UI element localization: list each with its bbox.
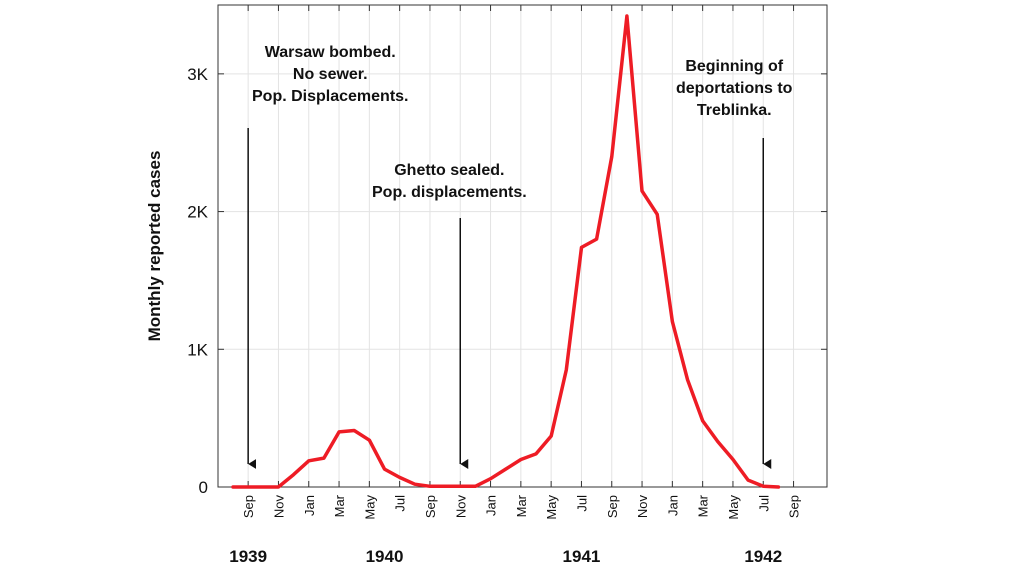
year-label: 1939 <box>229 547 267 566</box>
x-tick-label: Jul <box>574 495 589 512</box>
x-tick-label: Sep <box>423 495 438 518</box>
y-axis-label: Monthly reported cases <box>145 151 164 342</box>
axes: 0 1K 2K 3K Sep Nov Jan Mar May Jul Sep Nov Jan Mar May… <box>187 4 828 566</box>
annotation-line: Pop. Displacements. <box>252 88 409 105</box>
annotation-arrows <box>247 128 772 469</box>
annotation-line: Ghetto sealed. <box>394 162 505 179</box>
annotation-warsaw-bombed: Warsaw bombed. No sewer. Pop. Displaceme… <box>252 42 409 108</box>
series-group <box>231 14 781 489</box>
x-tick-label: Sep <box>241 495 256 518</box>
y-tick-label: 2K <box>187 203 208 222</box>
x-tick-label: Jan <box>484 495 499 516</box>
x-tick-label: Jul <box>393 495 408 512</box>
x-tick-label: Nov <box>635 495 650 519</box>
year-label: 1941 <box>563 547 601 566</box>
y-tick-label: 0 <box>199 478 208 497</box>
annotation-line: Treblinka. <box>696 102 772 119</box>
y-tick-label: 3K <box>187 65 208 84</box>
x-tick-label: Jul <box>756 495 771 512</box>
year-label: 1940 <box>366 547 404 566</box>
x-tick-label: Nov <box>453 495 468 519</box>
x-tick-label: Jan <box>302 495 317 516</box>
x-tick-label: Mar <box>332 494 347 517</box>
annotation-line: Beginning of <box>685 58 784 75</box>
series-line <box>231 14 781 489</box>
annotation-ghetto-sealed: Ghetto sealed. Pop. displacements. <box>372 160 527 204</box>
annotation-deportations: Beginning of deportations to Treblinka. <box>676 56 792 122</box>
axes-box <box>217 4 828 488</box>
plot-area <box>218 5 827 487</box>
x-tick-label: Mar <box>514 494 529 517</box>
x-tick-label: Mar <box>696 494 711 517</box>
x-tick-label: Sep <box>787 495 802 518</box>
x-tick-label: May <box>544 495 559 520</box>
x-tick-label: Nov <box>271 495 286 519</box>
grid-lines <box>218 5 827 487</box>
annotation-line: deportations to <box>676 80 793 97</box>
y-tick-label: 1K <box>187 340 208 359</box>
x-tick-label: May <box>362 495 377 520</box>
annotation-line: No sewer. <box>292 66 368 83</box>
x-tick-label: May <box>726 495 741 520</box>
year-label: 1942 <box>744 547 782 566</box>
x-tick-label: Sep <box>605 495 620 518</box>
x-tick-label: Jan <box>665 495 680 516</box>
annotation-line: Warsaw bombed. <box>264 44 396 61</box>
annotation-line: Pop. displacements. <box>372 184 527 201</box>
